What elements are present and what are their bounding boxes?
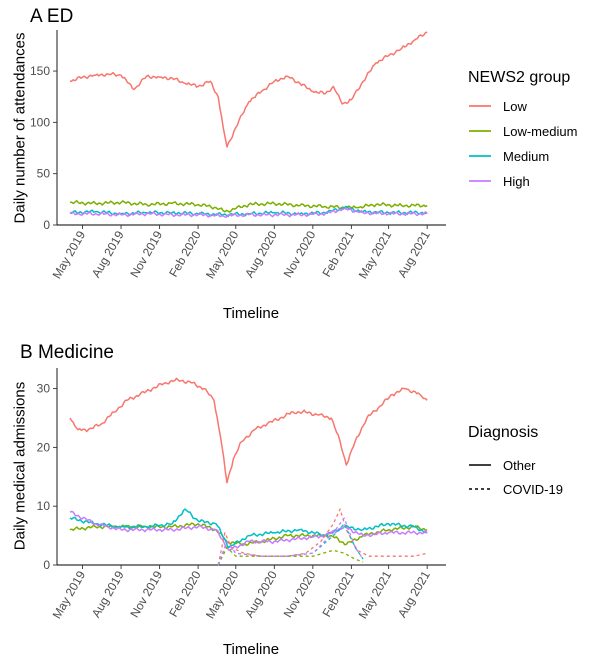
panel-a-x-tick-label: Aug 2021 xyxy=(395,228,433,280)
panel-b-y-tick-label: 30 xyxy=(37,382,51,396)
panel-b-series xyxy=(69,377,428,566)
legend-item-other: Other xyxy=(469,458,536,473)
panel-a-x-tick-label: May 2021 xyxy=(356,228,395,281)
panel-b-series-low-other xyxy=(69,377,428,484)
panel-a-series-low-medium xyxy=(69,200,428,213)
panel-a-y-axis-label-group: Daily number of attendances xyxy=(11,33,28,224)
legend-item-low-medium: Low-medium xyxy=(469,124,577,139)
legend-item-low: Low xyxy=(469,99,527,114)
panel-b-x-tick-label: Aug 2021 xyxy=(395,568,433,620)
panel-b-x-tick-label: Aug 2020 xyxy=(242,568,280,620)
panel-a-x-tick-label: Feb 2021 xyxy=(319,228,357,279)
legend-item-high: High xyxy=(469,174,530,189)
legend-label-covid-19: COVID-19 xyxy=(503,482,563,497)
panel-b-y-axis-label: Daily medical admissions xyxy=(11,382,28,550)
panel-b-x-tick-label: May 2019 xyxy=(50,568,89,621)
panel-b-series-low-medium-covid-19 xyxy=(217,546,364,566)
panel-a-series-low xyxy=(69,31,428,148)
panel-b-x-tick-label: Nov 2019 xyxy=(127,568,165,620)
panel-b-y-tick-label: 20 xyxy=(37,440,51,454)
panel-b-x-tick-label: Feb 2021 xyxy=(319,568,357,619)
panel-b-x-tick-label: May 2021 xyxy=(356,568,395,621)
legend-label-high: High xyxy=(503,174,530,189)
panel-a-y-tick-label: 100 xyxy=(30,115,50,129)
panel-a-y-tick-label: 150 xyxy=(30,64,50,78)
panel-b-x-axis-label: Timeline xyxy=(223,641,279,658)
legend-label-medium: Medium xyxy=(503,149,549,164)
panel-a-series-high xyxy=(69,207,428,218)
panel-a-y-tick-label: 50 xyxy=(37,167,51,181)
panel-b-x-tick-label: Nov 2020 xyxy=(281,568,319,620)
panel-b-medicine: B Medicine Daily medical admissions Time… xyxy=(11,342,563,658)
panel-b-series-medium-other xyxy=(69,508,428,549)
panel-b-y-tick-label: 10 xyxy=(37,499,51,513)
panel-a-ed: A ED Daily number of attendances Timelin… xyxy=(11,6,577,322)
legend-item-medium: Medium xyxy=(469,149,549,164)
panel-b-x-tick-label: Feb 2020 xyxy=(166,568,204,619)
panel-a-y-tick-label: 0 xyxy=(43,218,50,232)
panel-b-title: B Medicine xyxy=(20,342,114,363)
legend-label-low-medium: Low-medium xyxy=(503,124,577,139)
panel-b-y-tick-label: 0 xyxy=(43,558,50,572)
panel-a-x-tick-label: Feb 2020 xyxy=(166,228,204,279)
panel-b-series-high-other xyxy=(69,510,428,552)
panel-a-x-tick-label: Aug 2019 xyxy=(89,228,127,280)
panel-a-series xyxy=(69,31,428,218)
panel-a-x-tick-label: Aug 2020 xyxy=(242,228,280,280)
panel-b-x-tick-label: May 2020 xyxy=(203,568,242,621)
panel-a-x-tick-label: Nov 2019 xyxy=(127,228,165,280)
panel-a-legend: NEWS2 group Low Low-medium Medium High xyxy=(468,69,577,189)
panel-a-legend-title: NEWS2 group xyxy=(468,69,570,86)
panel-a-x-axis-label: Timeline xyxy=(223,305,279,322)
legend-item-covid-19: COVID-19 xyxy=(469,482,563,497)
panel-a-title: A ED xyxy=(30,6,73,27)
panel-b-y-axis-label-group: Daily medical admissions xyxy=(11,382,28,550)
panel-b-legend-title: Diagnosis xyxy=(468,424,538,441)
panel-a-y-axis-label: Daily number of attendances xyxy=(11,33,28,224)
panel-a-x-tick-label: May 2020 xyxy=(203,228,242,281)
panel-a-x-tick-label: May 2019 xyxy=(50,228,89,281)
panel-b-x-tick-label: Aug 2019 xyxy=(89,568,127,620)
panel-b-legend: Diagnosis Other COVID-19 xyxy=(468,424,563,497)
panel-a-x-tick-label: Nov 2020 xyxy=(281,228,319,280)
panel-b-series-medium-covid-19 xyxy=(217,523,364,566)
legend-label-low: Low xyxy=(503,99,527,114)
panel-b-series-high-covid-19 xyxy=(217,517,364,566)
legend-label-other: Other xyxy=(503,458,536,473)
